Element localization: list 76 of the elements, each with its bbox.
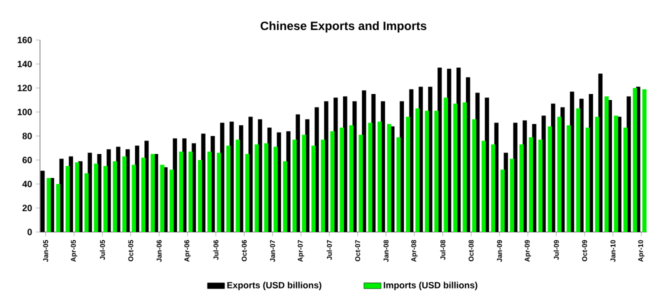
- bar: [141, 158, 146, 232]
- bar: [150, 154, 155, 232]
- bar: [472, 119, 476, 232]
- y-tick-label: 120: [18, 84, 32, 92]
- y-tick-label: 100: [18, 108, 32, 116]
- bar: [519, 144, 524, 232]
- bar: [170, 170, 174, 232]
- bar: [623, 128, 628, 232]
- bar: [576, 108, 580, 232]
- bar: [358, 134, 363, 232]
- bar: [632, 88, 638, 232]
- bar: [179, 152, 184, 232]
- bar: [378, 122, 382, 232]
- bar: [84, 173, 89, 232]
- bar: [46, 178, 51, 232]
- bar: [75, 162, 80, 232]
- bar: [642, 89, 647, 232]
- y-tick-label: 60: [22, 156, 32, 164]
- bar: [444, 98, 448, 232]
- bar: [160, 164, 164, 232]
- bar: [434, 110, 439, 232]
- chart-title: Chinese Exports and Imports: [260, 21, 426, 32]
- bar: [320, 140, 326, 232]
- bar: [274, 146, 278, 232]
- bar: [302, 134, 306, 232]
- y-tick-label: 80: [22, 132, 32, 140]
- bar: [216, 152, 222, 232]
- bar: [396, 137, 401, 232]
- bar: [236, 140, 240, 232]
- bar: [548, 126, 552, 232]
- bar: [538, 140, 543, 232]
- bar: [226, 146, 231, 232]
- bar: [604, 96, 609, 232]
- legend-label: Imports (USD billions): [384, 282, 478, 290]
- bar: [349, 125, 354, 232]
- bar: [500, 170, 505, 232]
- bar: [453, 104, 458, 232]
- bar: [207, 152, 212, 232]
- bar: [424, 110, 430, 232]
- bar: [245, 154, 250, 232]
- bar: [387, 124, 392, 232]
- bar: [340, 128, 344, 232]
- bar: [415, 108, 420, 232]
- bar: [254, 144, 259, 232]
- bar: [112, 161, 118, 232]
- bar: [406, 116, 410, 232]
- bar: [283, 161, 288, 232]
- y-tick-label: 160: [18, 36, 32, 44]
- bar: [528, 137, 534, 232]
- bar: [103, 166, 108, 232]
- y-tick-label: 40: [22, 180, 32, 188]
- bar: [292, 140, 297, 232]
- bar: [264, 143, 268, 232]
- y-tick-label: 0: [28, 228, 32, 236]
- bar: [368, 122, 372, 232]
- bar: [586, 128, 590, 232]
- bar: [482, 140, 486, 232]
- bar: [66, 166, 70, 232]
- bar: [566, 125, 571, 232]
- bar: [132, 164, 136, 232]
- bar: [311, 146, 316, 232]
- bar: [510, 158, 514, 232]
- y-tick-label: 140: [18, 60, 32, 68]
- bar: [595, 116, 600, 232]
- bar: [188, 152, 193, 232]
- legend-label: Exports (USD billions): [227, 282, 322, 290]
- bar: [462, 102, 467, 232]
- bar: [198, 160, 202, 232]
- bar: [94, 164, 98, 232]
- bar: [491, 144, 496, 232]
- bar: [614, 116, 618, 232]
- bar: [122, 156, 127, 232]
- bar: [56, 184, 60, 232]
- bar: [330, 131, 335, 232]
- bar: [557, 116, 562, 232]
- y-tick-label: 20: [22, 204, 32, 212]
